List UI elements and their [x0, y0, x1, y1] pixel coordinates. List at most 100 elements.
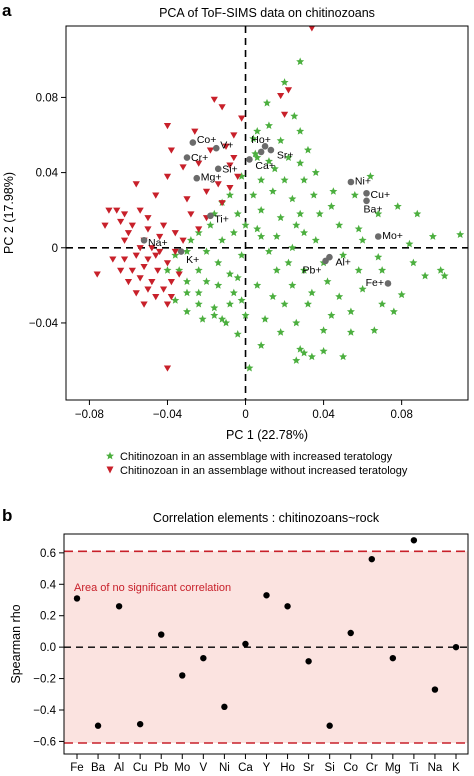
triangle-point — [136, 275, 144, 282]
y-tick-label: −0.2 — [33, 674, 56, 686]
star-point — [319, 326, 328, 334]
star-point — [171, 296, 180, 304]
element-marker — [207, 212, 214, 220]
triangle-point — [284, 87, 293, 94]
y-tick-label: 0.6 — [40, 548, 56, 560]
star-point — [409, 258, 418, 267]
triangle-point — [136, 207, 144, 214]
panel-b-title: Correlation elements : chitinozoans~rock — [153, 511, 380, 525]
correlation-point — [200, 654, 207, 662]
correlation-point — [410, 537, 418, 544]
triangle-point — [163, 301, 172, 308]
star-point — [456, 230, 465, 239]
element-marker — [177, 248, 185, 255]
star-point — [292, 318, 301, 327]
x-tick-label: Ho — [280, 762, 295, 774]
star-point — [296, 57, 305, 66]
triangle-point — [101, 222, 109, 229]
star-point — [206, 221, 215, 229]
triangle-point — [187, 211, 195, 218]
panel-b-label: b — [2, 506, 12, 525]
star-point — [335, 221, 344, 229]
star-point — [378, 299, 387, 308]
star-point — [225, 299, 234, 308]
star-point — [249, 134, 258, 143]
element-marker — [384, 280, 392, 287]
star-point — [261, 314, 270, 323]
y-tick-label: 0.08 — [36, 92, 58, 104]
star-point — [296, 159, 305, 167]
triangle-point — [218, 104, 226, 111]
correlation-point — [389, 654, 397, 662]
star-point — [214, 258, 223, 267]
star-point — [300, 175, 309, 184]
triangle-point — [120, 211, 129, 218]
star-point — [245, 363, 254, 372]
element-marker — [261, 142, 269, 150]
star-point — [214, 281, 223, 289]
triangle-point — [132, 181, 140, 188]
triangle-point — [179, 237, 187, 244]
triangle-point — [222, 143, 230, 150]
star-point — [296, 127, 305, 135]
y-tick-label: 0.4 — [40, 579, 57, 591]
x-tick-label: 0.08 — [390, 409, 412, 421]
star-point — [225, 190, 234, 199]
star-point — [323, 277, 332, 285]
element-label: Ca+ — [255, 160, 275, 172]
triangle-point — [148, 245, 156, 252]
correlation-point — [347, 629, 354, 637]
element-marker — [363, 197, 370, 205]
star-point — [264, 157, 273, 165]
triangle-point — [113, 207, 121, 214]
star-point — [233, 273, 242, 282]
y-tick-label: 0.2 — [40, 611, 56, 623]
star-point — [296, 345, 305, 353]
triangle-point — [144, 226, 152, 233]
element-label: Cr+ — [191, 152, 208, 164]
panel-a-title: PCA of ToF-SIMS data on chitinozoans — [159, 6, 375, 20]
panel-a-label: a — [2, 1, 12, 20]
triangle-point — [152, 252, 160, 259]
correlation-point — [94, 722, 102, 729]
star-point — [354, 266, 363, 274]
star-point — [303, 145, 312, 154]
panel-a-y-axis-title: PC 2 (17.98%) — [2, 172, 16, 254]
correlation-points — [73, 537, 460, 729]
triangle-point — [230, 154, 238, 162]
triangle-point — [195, 226, 203, 233]
correlation-point — [73, 595, 81, 602]
star-point — [311, 236, 320, 244]
star-point — [300, 266, 309, 274]
star-point — [241, 311, 250, 319]
star-point — [290, 112, 299, 120]
correlation-point — [431, 686, 439, 693]
star-point — [428, 232, 437, 240]
triangle-point — [167, 278, 175, 286]
triangle-point — [152, 294, 160, 301]
triangle-point — [156, 233, 164, 241]
correlation-point — [452, 643, 460, 651]
star-point — [264, 247, 273, 255]
correlation-point — [221, 703, 228, 711]
star-point — [253, 224, 262, 233]
triangle-point — [140, 263, 148, 271]
element-label: Ba+ — [364, 203, 383, 215]
panel-a-plot-frame — [65, 25, 469, 401]
x-tick-label: Ti — [409, 762, 418, 774]
x-tick-label: Na — [428, 762, 443, 774]
star-point — [440, 271, 449, 280]
triangle-point — [144, 286, 152, 293]
star-point — [374, 209, 383, 218]
legend-label-without-increased-teratology: Chitinozoan in an assemblage without inc… — [120, 465, 408, 477]
x-tick-label: Cr — [366, 762, 378, 774]
legend-star-marker — [106, 451, 114, 460]
star-point — [268, 292, 277, 301]
triangle-point — [120, 256, 129, 263]
panel-b-ticks: −0.6 −0.4 −0.2 0.0 0.2 0.4 0.6 Fe Ba Al Cu Pb Mo V Ni C… — [33, 548, 460, 774]
element-marker — [140, 236, 148, 244]
star-point — [354, 224, 363, 233]
panel-b-y-axis-title: Spearman rho — [9, 604, 23, 683]
star-point — [257, 341, 266, 349]
